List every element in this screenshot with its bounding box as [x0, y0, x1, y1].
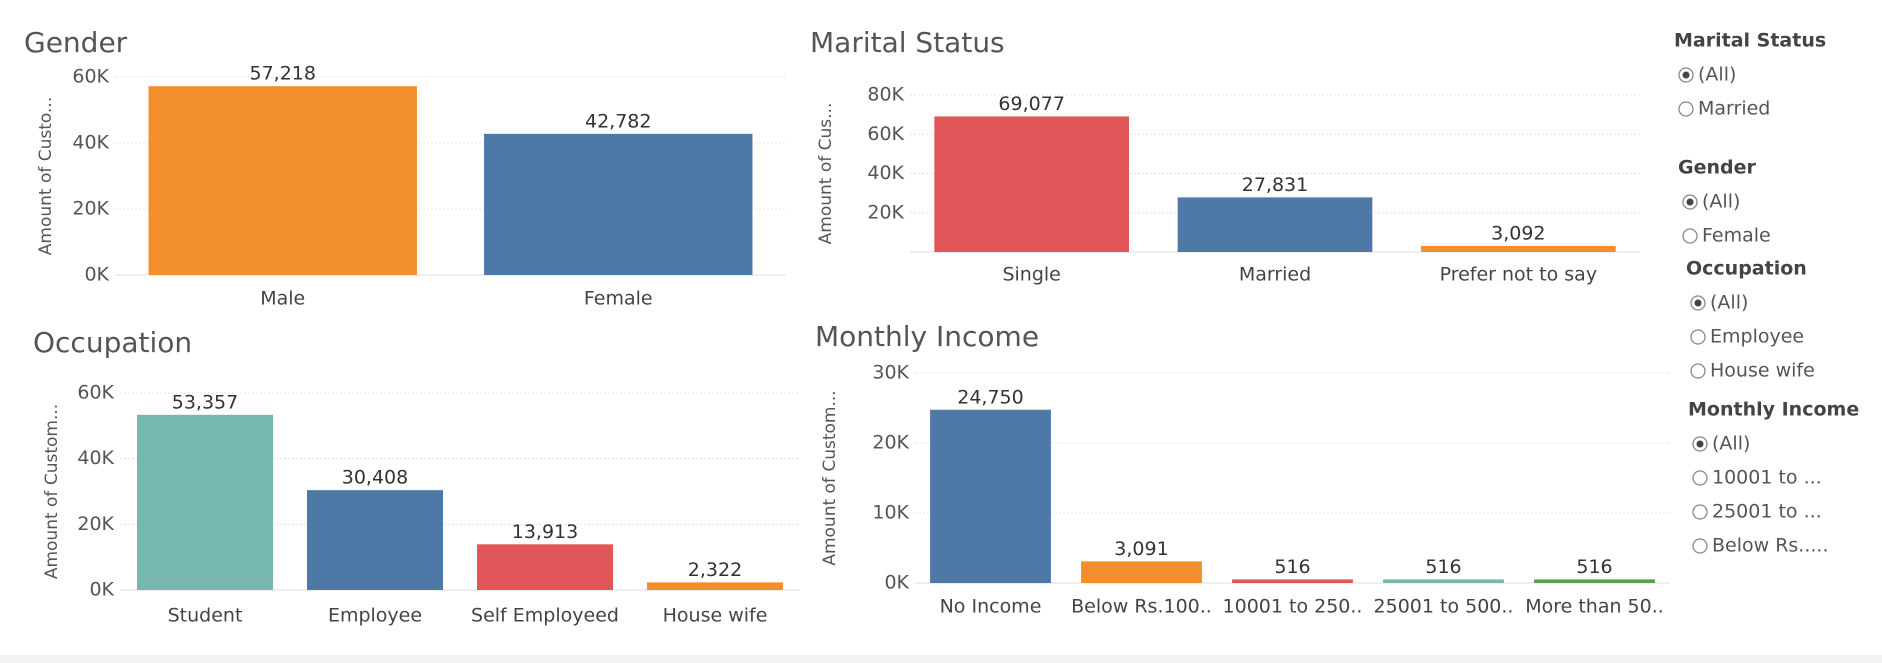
y-axis-title: Amount of Custom...	[42, 404, 62, 579]
filter-title: Monthly Income	[1688, 399, 1859, 421]
filter-option[interactable]: 25001 to ...	[1712, 501, 1822, 523]
radio-dot	[1694, 299, 1702, 307]
filter-title: Occupation	[1686, 258, 1807, 280]
y-tick-label: 40K	[867, 162, 904, 184]
y-axis-title: Amount of Cus...	[816, 103, 836, 245]
bar	[934, 116, 1129, 252]
radio-button[interactable]	[1690, 363, 1706, 379]
bar	[307, 490, 443, 590]
y-tick-label: 80K	[867, 84, 904, 106]
value-label: 3,091	[1114, 538, 1168, 560]
filter-option[interactable]: House wife	[1710, 360, 1815, 382]
filter-option[interactable]: (All)	[1712, 433, 1750, 455]
x-tick-label: More than 50..	[1525, 596, 1664, 618]
y-axis-title: Amount of Custo...	[36, 97, 56, 255]
radio-button[interactable]	[1690, 329, 1706, 345]
bar	[1232, 579, 1353, 583]
y-axis-title: Amount of Custom...	[820, 390, 840, 565]
value-label: 69,077	[998, 93, 1064, 115]
value-label: 24,750	[957, 386, 1023, 408]
y-tick-label: 60K	[77, 382, 114, 404]
value-label: 53,357	[172, 391, 238, 413]
y-tick-label: 40K	[77, 447, 114, 469]
bar	[1081, 561, 1202, 583]
y-tick-label: 60K	[867, 123, 904, 145]
x-tick-label: No Income	[940, 596, 1042, 618]
value-label: 516	[1274, 556, 1310, 578]
radio-button[interactable]	[1682, 228, 1698, 244]
x-tick-label: Employee	[328, 605, 422, 627]
x-tick-label: Self Employeed	[471, 605, 619, 627]
y-tick-label: 30K	[872, 362, 909, 384]
radio-button[interactable]	[1692, 470, 1708, 486]
bar	[484, 133, 753, 275]
x-tick-label: Below Rs.100..	[1071, 596, 1212, 618]
value-label: 516	[1425, 556, 1461, 578]
bar	[148, 86, 417, 275]
value-label: 516	[1576, 556, 1612, 578]
radio-dot	[1686, 198, 1694, 206]
y-tick-label: 0K	[884, 572, 909, 594]
y-tick-label: 20K	[867, 201, 904, 223]
filter-option[interactable]: (All)	[1698, 64, 1736, 86]
x-tick-label: Prefer not to say	[1440, 264, 1598, 286]
chart-title: Occupation	[33, 326, 192, 359]
radio-dot	[1682, 71, 1690, 79]
chart-title: Marital Status	[810, 26, 1005, 59]
filter-title: Gender	[1678, 157, 1756, 179]
x-tick-label: Male	[260, 288, 305, 310]
filter-option[interactable]: (All)	[1702, 191, 1740, 213]
y-tick-label: 40K	[72, 132, 109, 154]
filter-option[interactable]: Below Rs.....	[1712, 535, 1829, 557]
bar	[1534, 579, 1655, 583]
y-tick-label: 20K	[77, 513, 114, 535]
y-tick-label: 0K	[84, 264, 109, 286]
x-tick-label: 10001 to 250..	[1223, 596, 1363, 618]
chart-title: Monthly Income	[815, 320, 1039, 353]
radio-button[interactable]	[1692, 504, 1708, 520]
filter-option[interactable]: (All)	[1710, 292, 1748, 314]
filter-title: Marital Status	[1674, 30, 1826, 52]
radio-button[interactable]	[1678, 101, 1694, 117]
value-label: 13,913	[512, 521, 578, 543]
filter-option[interactable]: Married	[1698, 98, 1770, 120]
bar	[137, 414, 273, 590]
y-tick-label: 0K	[89, 579, 114, 601]
filter-option[interactable]: 10001 to ...	[1712, 467, 1822, 489]
y-tick-label: 20K	[872, 432, 909, 454]
x-tick-label: Married	[1239, 264, 1311, 286]
y-tick-label: 60K	[72, 66, 109, 88]
bar	[477, 544, 613, 590]
x-tick-label: Single	[1002, 264, 1060, 286]
value-label: 27,831	[1242, 174, 1308, 196]
chart-title: Gender	[24, 26, 128, 59]
bar	[1421, 245, 1616, 252]
bar	[1177, 197, 1373, 252]
value-label: 3,092	[1491, 222, 1545, 244]
value-label: 30,408	[342, 467, 408, 489]
value-label: 2,322	[688, 559, 742, 581]
footer-strip	[0, 655, 1882, 663]
x-tick-label: Female	[584, 288, 653, 310]
y-tick-label: 20K	[72, 198, 109, 220]
filter-option[interactable]: Female	[1702, 225, 1771, 247]
value-label: 42,782	[585, 110, 651, 132]
x-tick-label: House wife	[663, 605, 768, 627]
radio-button[interactable]	[1692, 538, 1708, 554]
value-label: 57,218	[250, 63, 316, 85]
bar	[930, 409, 1051, 583]
y-tick-label: 10K	[872, 502, 909, 524]
bar	[647, 582, 783, 590]
x-tick-label: Student	[168, 605, 243, 627]
bar	[1383, 579, 1504, 583]
x-tick-label: 25001 to 500..	[1374, 596, 1514, 618]
filter-option[interactable]: Employee	[1710, 326, 1804, 348]
radio-dot	[1696, 440, 1704, 448]
